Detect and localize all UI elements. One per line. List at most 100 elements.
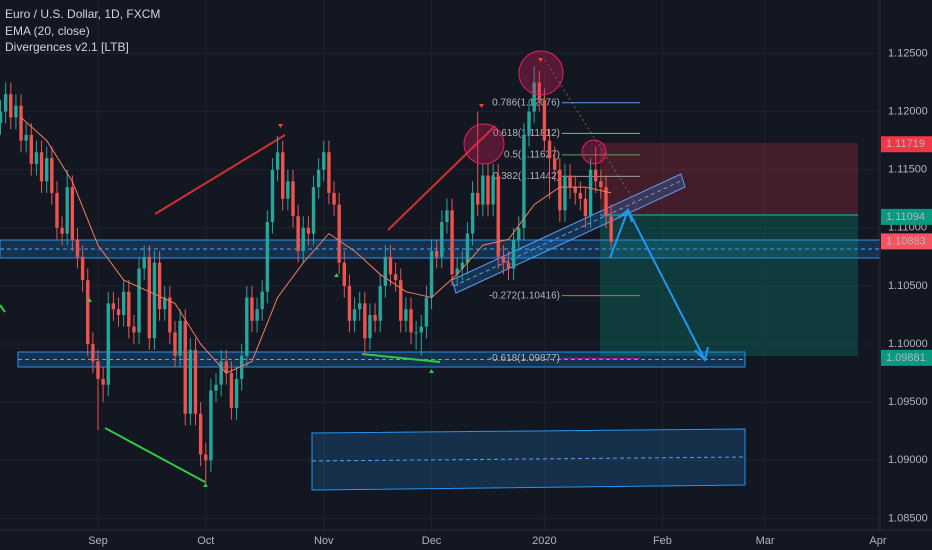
price-axis — [880, 0, 932, 550]
fib-label: 0.618(1.11812) — [493, 128, 560, 139]
fib-label: 0.5(1.11627) — [504, 150, 560, 161]
candle-body — [121, 291, 126, 315]
candle-body — [219, 361, 223, 385]
divergence-marker — [87, 298, 92, 302]
fibonacci: 0.786(1.12076) 0.618(1.11812) 0.5(1.11627)… — [489, 97, 640, 364]
x-tick-label: Sep — [88, 535, 108, 547]
candle-body — [229, 373, 234, 408]
candle-body — [198, 413, 203, 455]
zone-midline — [311, 456, 746, 462]
candle-body — [496, 175, 500, 257]
candle-body — [491, 175, 495, 205]
y-tick-label: 1.10500 — [888, 280, 928, 292]
candle-body — [250, 297, 254, 321]
candle-body — [50, 158, 54, 193]
candle-body — [19, 105, 23, 141]
candle-body — [332, 192, 336, 205]
y-tick-label: 1.09500 — [888, 396, 928, 408]
candle-body — [270, 169, 275, 222]
y-tick-label: 1.12500 — [888, 47, 928, 59]
candle-body — [291, 181, 295, 217]
candle-body — [388, 256, 393, 275]
candle-body — [80, 256, 85, 281]
candle-body — [281, 152, 285, 199]
candle-body — [506, 262, 511, 269]
candle-body — [178, 320, 182, 356]
x-tick-label: 2020 — [532, 535, 556, 547]
candle-body — [378, 285, 382, 321]
candle-body — [168, 297, 172, 333]
x-tick-label: Feb — [653, 535, 672, 547]
candle-body — [65, 187, 69, 234]
candle-body — [316, 169, 321, 188]
price-tag — [881, 208, 932, 225]
candles — [0, 66, 613, 485]
candle-body — [24, 134, 28, 141]
candle-body — [234, 378, 239, 408]
candle-body — [347, 285, 352, 321]
y-tick-label: 1.08500 — [888, 512, 928, 524]
candle-body — [286, 181, 290, 199]
y-tick-label: 1.12000 — [888, 105, 928, 117]
candle-body — [275, 152, 280, 170]
divergence-line — [154, 134, 286, 215]
candle-body — [137, 268, 141, 333]
x-tick-label: Apr — [869, 535, 886, 547]
divergence-marker — [278, 124, 283, 128]
divergence-marker — [429, 369, 434, 373]
y-tick-label: 1.09000 — [888, 454, 928, 466]
candle-body — [296, 216, 300, 252]
candle-body — [383, 256, 388, 286]
x-tick-label: Mar — [756, 535, 775, 547]
arrow-head — [694, 346, 709, 362]
candle-body — [352, 309, 357, 321]
price-tag-label: 1.09881 — [886, 352, 926, 364]
candle-body — [558, 169, 562, 211]
candle-body — [604, 187, 608, 217]
candle-body — [75, 239, 80, 257]
candle-body — [142, 256, 146, 269]
candle-body — [188, 349, 193, 414]
price-tag-label: 1.11094 — [886, 211, 925, 223]
candle-body — [106, 303, 110, 385]
candle-body — [239, 355, 244, 379]
candle-body — [127, 291, 131, 327]
candle-body — [322, 152, 326, 170]
divergence-marker — [334, 273, 339, 277]
candle-body — [527, 111, 531, 135]
candle-body — [429, 251, 434, 298]
profit-zone — [600, 215, 858, 356]
candle-body — [409, 309, 413, 333]
candle-body — [522, 134, 526, 228]
stop-zone — [600, 143, 858, 215]
fib-label: -0.618(1.09877) — [489, 353, 560, 364]
divergence-line — [361, 353, 441, 363]
candle-body — [183, 320, 187, 414]
candle-body — [9, 94, 13, 118]
price-tag — [881, 136, 932, 153]
legend-entry: EMA (20, close) — [5, 24, 90, 38]
candle-body — [511, 239, 516, 269]
candle-body — [486, 175, 490, 205]
candle-body — [132, 326, 136, 333]
divergence-line — [387, 125, 496, 231]
divergence-marker — [479, 104, 484, 108]
candle-body — [424, 297, 429, 327]
candle-body — [224, 361, 228, 374]
candle-body — [573, 187, 577, 193]
price-tag — [881, 349, 932, 366]
candle-body — [157, 262, 162, 310]
target-zone — [311, 428, 746, 491]
price-tag-label: 1.10883 — [886, 235, 926, 247]
x-tick-label: Nov — [314, 535, 334, 547]
candle-body — [476, 192, 480, 205]
candle-body — [337, 204, 341, 263]
candle-body — [245, 297, 249, 356]
divergence-line — [0, 304, 6, 313]
candle-body — [34, 152, 39, 164]
candle-body — [404, 309, 408, 321]
candle-body — [537, 82, 541, 100]
candle-body — [14, 105, 18, 118]
chart-title: Euro / U.S. Dollar, 1D, FXCM — [5, 7, 160, 21]
candle-body — [260, 291, 264, 310]
